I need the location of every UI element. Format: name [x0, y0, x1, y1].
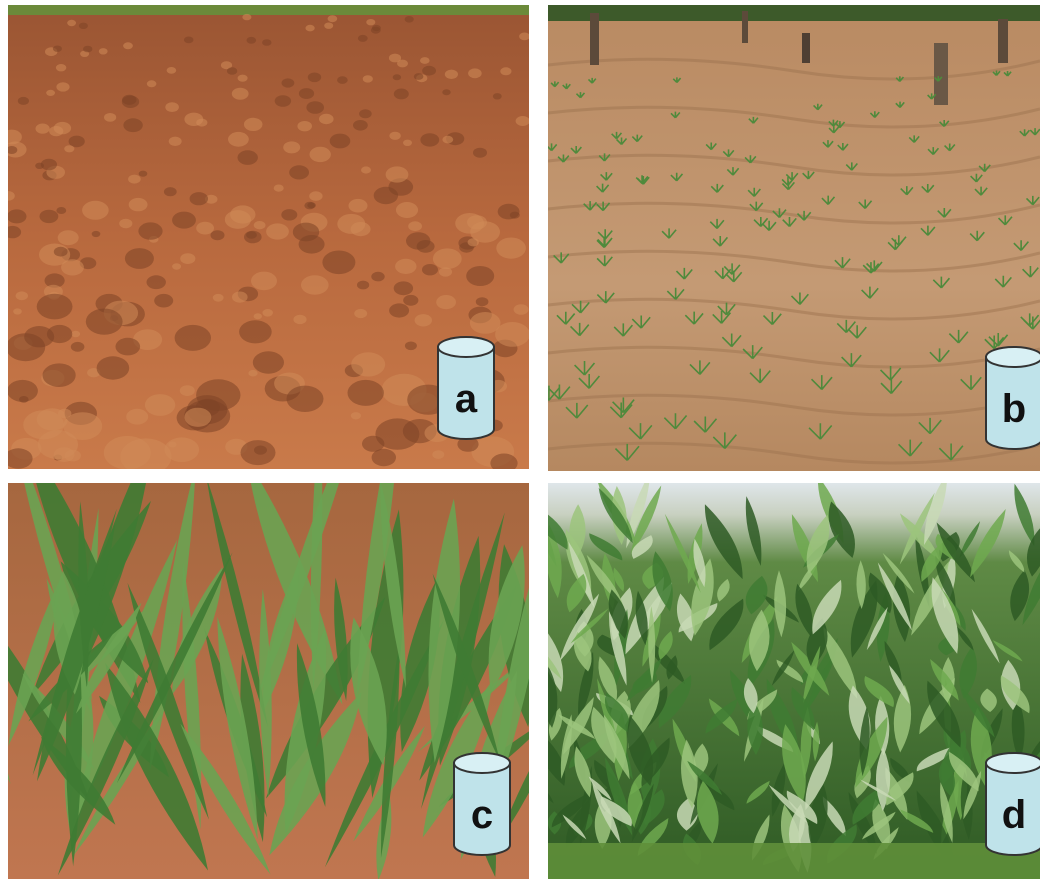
panel-label: a — [454, 377, 478, 421]
panel-b-seedlings: b — [548, 5, 1040, 471]
tilled-soil-photo — [8, 5, 529, 469]
panel-label: b — [1001, 387, 1027, 431]
label-can: d — [984, 749, 1040, 859]
panel-d-mature-crop: d — [548, 483, 1040, 879]
label-can: c — [452, 749, 512, 859]
young-crop-photo — [8, 483, 529, 879]
seedlings-photo — [548, 5, 1040, 471]
label-can: a — [436, 333, 496, 443]
mature-crop-photo — [548, 483, 1040, 879]
panel-c-young-crop: c — [8, 483, 529, 879]
label-can: b — [984, 343, 1040, 453]
panel-a-tilled-soil: a — [8, 5, 529, 469]
panel-label: c — [470, 793, 494, 837]
panel-label: d — [1001, 793, 1027, 837]
